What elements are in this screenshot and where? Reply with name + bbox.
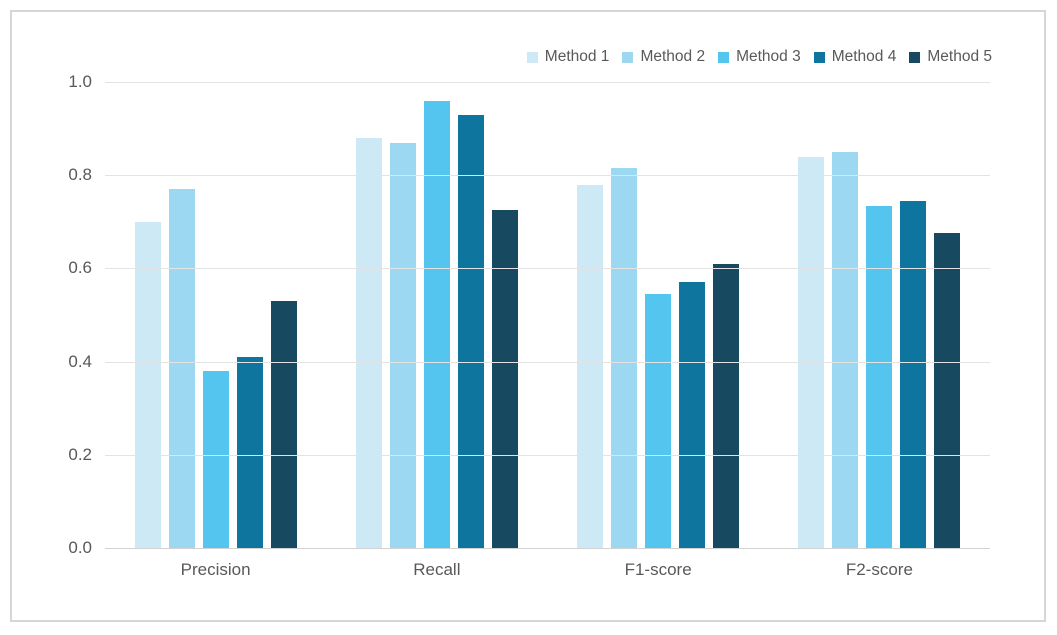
- y-axis-tick-label: 0.0: [68, 538, 92, 557]
- bar: [577, 184, 604, 548]
- bar: [491, 210, 518, 548]
- bar: [202, 370, 229, 548]
- bar: [934, 233, 961, 548]
- y-axis-tick-label: 0.8: [68, 165, 92, 185]
- bar-group: [134, 82, 297, 548]
- grid-line: [105, 82, 990, 83]
- bar: [866, 205, 893, 548]
- legend-swatch-icon: [622, 51, 634, 63]
- bar: [645, 294, 672, 548]
- y-axis-tick-label: 0.6: [68, 258, 92, 278]
- grid-line: [105, 361, 990, 363]
- bar: [457, 114, 484, 548]
- grid-line: [105, 268, 990, 270]
- legend-label: Method 5: [927, 48, 992, 65]
- y-axis-tick-label: 0.2: [68, 444, 92, 464]
- legend-label: Method 2: [640, 48, 706, 65]
- legend-swatch-icon: [909, 51, 921, 63]
- plot-area: [105, 82, 990, 549]
- bar: [389, 142, 416, 548]
- grid-line: [105, 175, 990, 177]
- legend-label: Method 1: [544, 48, 610, 65]
- legend-item: Method 2: [622, 48, 705, 66]
- bar: [713, 263, 740, 548]
- y-axis-tick-label: 1.0: [68, 72, 92, 91]
- bar: [236, 356, 263, 548]
- y-axis-tick-label: 0.4: [68, 351, 92, 371]
- legend-label: Method 4: [831, 48, 897, 65]
- bar-groups: [105, 82, 990, 548]
- chart-frame: Method 1 Method 2 Method 3 Method 4 Method 5…: [10, 10, 1046, 622]
- bar: [611, 168, 638, 548]
- bar-group: [577, 82, 740, 548]
- y-axis: 1.0 0.8 0.6 0.4 0.2 0.0: [12, 72, 92, 557]
- grid-line: [105, 454, 990, 456]
- x-axis-labels: Precision Recall F1-score F2-score: [105, 560, 990, 580]
- bar: [679, 282, 706, 548]
- bar: [134, 221, 161, 548]
- legend-swatch-icon: [526, 51, 538, 63]
- bar-group: [355, 82, 518, 548]
- x-axis-line: [105, 548, 990, 549]
- legend-swatch-icon: [813, 51, 825, 63]
- bar: [832, 151, 859, 548]
- bar: [423, 100, 450, 548]
- legend-item: Method 1: [526, 48, 610, 66]
- x-axis-category-label: F2-score: [845, 560, 913, 579]
- legend-item: Method 5: [909, 48, 992, 66]
- bar: [355, 137, 382, 548]
- bar-group: [798, 82, 961, 548]
- bar: [168, 189, 195, 548]
- legend-label: Method 3: [736, 48, 801, 65]
- x-axis-category-label: Precision: [180, 560, 251, 579]
- bar: [798, 156, 825, 548]
- legend-item: Method 3: [718, 48, 801, 66]
- bar: [900, 200, 927, 548]
- legend-item: Method 4: [813, 48, 897, 66]
- legend: Method 1 Method 2 Method 3 Method 4 Method 5: [526, 48, 992, 66]
- legend-swatch-icon: [718, 51, 730, 63]
- x-axis-category-label: Recall: [413, 560, 461, 579]
- x-axis-category-label: F1-score: [624, 560, 692, 579]
- bar: [270, 301, 297, 548]
